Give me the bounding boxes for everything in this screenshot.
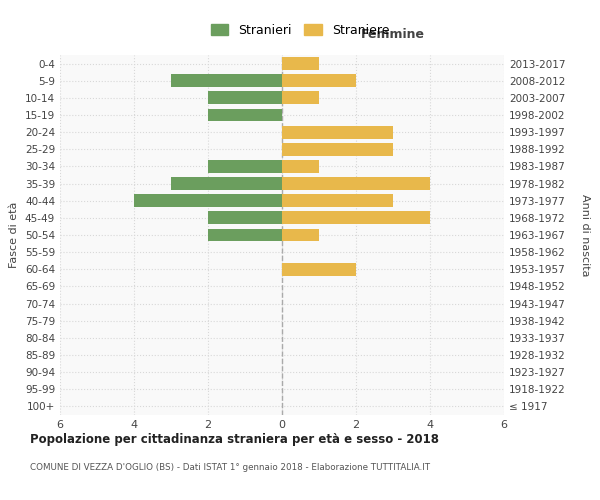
- Bar: [208, 212, 282, 224]
- Bar: [208, 228, 282, 241]
- Text: Femmine: Femmine: [361, 28, 425, 40]
- Bar: [208, 160, 282, 173]
- Bar: [282, 126, 393, 138]
- Text: Popolazione per cittadinanza straniera per età e sesso - 2018: Popolazione per cittadinanza straniera p…: [30, 432, 439, 446]
- Bar: [208, 108, 282, 122]
- Bar: [282, 57, 319, 70]
- Bar: [282, 212, 430, 224]
- Legend: Stranieri, Straniere: Stranieri, Straniere: [206, 18, 394, 42]
- Y-axis label: Fasce di età: Fasce di età: [10, 202, 19, 268]
- Bar: [208, 92, 282, 104]
- Bar: [282, 160, 319, 173]
- Bar: [282, 177, 430, 190]
- Bar: [282, 74, 356, 87]
- Bar: [282, 194, 393, 207]
- Bar: [282, 263, 356, 276]
- Bar: [171, 177, 282, 190]
- Bar: [171, 74, 282, 87]
- Bar: [282, 228, 319, 241]
- Bar: [282, 92, 319, 104]
- Bar: [134, 194, 282, 207]
- Text: COMUNE DI VEZZA D'OGLIO (BS) - Dati ISTAT 1° gennaio 2018 - Elaborazione TUTTITA: COMUNE DI VEZZA D'OGLIO (BS) - Dati ISTA…: [30, 462, 430, 471]
- Y-axis label: Anni di nascita: Anni di nascita: [580, 194, 590, 276]
- Bar: [282, 143, 393, 156]
